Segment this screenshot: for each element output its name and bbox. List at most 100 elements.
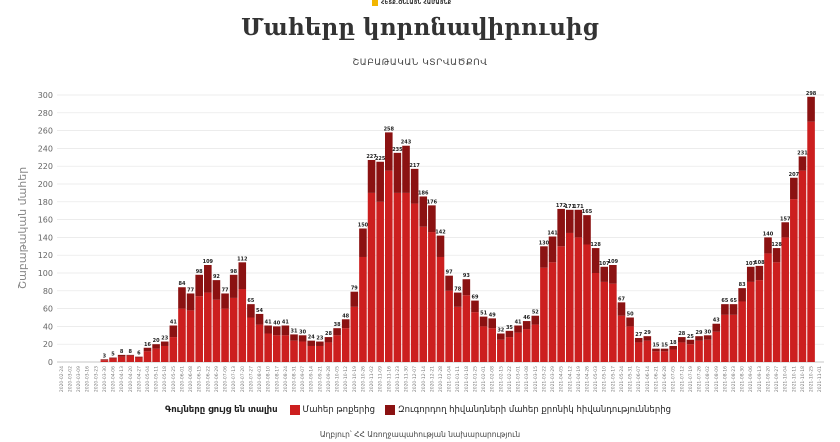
bar-lung-segment[interactable] bbox=[281, 335, 290, 362]
bar-lung-segment[interactable] bbox=[238, 289, 247, 362]
bar-chronic-segment[interactable] bbox=[436, 235, 445, 257]
bar-lung-segment[interactable] bbox=[531, 324, 540, 362]
bar-chronic-segment[interactable] bbox=[419, 196, 428, 227]
bar-lung-segment[interactable] bbox=[109, 358, 117, 362]
bar-lung-segment[interactable] bbox=[100, 360, 109, 362]
bar-lung-segment[interactable] bbox=[376, 201, 384, 362]
legend-item-lung[interactable]: Մահեր թոքերից bbox=[289, 405, 375, 415]
bar-lung-segment[interactable] bbox=[703, 339, 712, 362]
bar-chronic-segment[interactable] bbox=[385, 132, 393, 171]
bar-lung-segment[interactable] bbox=[522, 329, 531, 362]
bar-chronic-segment[interactable] bbox=[255, 313, 264, 325]
bar-chronic-segment[interactable] bbox=[798, 156, 807, 171]
bar-lung-segment[interactable] bbox=[307, 345, 316, 362]
bar-chronic-segment[interactable] bbox=[169, 325, 178, 338]
bar-chronic-segment[interactable] bbox=[729, 304, 738, 315]
bar-chronic-segment[interactable] bbox=[316, 341, 324, 346]
bar-lung-segment[interactable] bbox=[790, 199, 798, 362]
bar-lung-segment[interactable] bbox=[419, 226, 428, 362]
bar-lung-segment[interactable] bbox=[729, 314, 738, 362]
bar-lung-segment[interactable] bbox=[600, 281, 609, 362]
bar-lung-segment[interactable] bbox=[453, 306, 462, 362]
bar-chronic-segment[interactable] bbox=[393, 152, 402, 193]
bar-chronic-segment[interactable] bbox=[479, 316, 488, 327]
bar-chronic-segment[interactable] bbox=[402, 145, 410, 193]
bar-lung-segment[interactable] bbox=[798, 170, 807, 362]
bar-chronic-segment[interactable] bbox=[212, 280, 221, 300]
bar-chronic-segment[interactable] bbox=[126, 354, 135, 356]
bar-lung-segment[interactable] bbox=[669, 349, 677, 362]
bar-lung-segment[interactable] bbox=[755, 280, 764, 362]
bar-chronic-segment[interactable] bbox=[428, 205, 436, 233]
bar-lung-segment[interactable] bbox=[445, 290, 453, 362]
bar-lung-segment[interactable] bbox=[626, 326, 634, 362]
bar-chronic-segment[interactable] bbox=[712, 323, 721, 332]
bar-chronic-segment[interactable] bbox=[548, 236, 557, 263]
bar-lung-segment[interactable] bbox=[781, 237, 790, 362]
bar-chronic-segment[interactable] bbox=[290, 334, 298, 341]
bar-lung-segment[interactable] bbox=[772, 262, 781, 362]
bar-chronic-segment[interactable] bbox=[324, 337, 333, 343]
bar-chronic-segment[interactable] bbox=[609, 264, 617, 284]
bar-chronic-segment[interactable] bbox=[497, 333, 505, 340]
bar-chronic-segment[interactable] bbox=[746, 266, 755, 282]
bar-chronic-segment[interactable] bbox=[583, 215, 591, 245]
bar-chronic-segment[interactable] bbox=[109, 357, 117, 359]
bar-chronic-segment[interactable] bbox=[298, 335, 307, 342]
bar-chronic-segment[interactable] bbox=[238, 262, 247, 290]
bar-lung-segment[interactable] bbox=[479, 326, 488, 362]
bar-lung-segment[interactable] bbox=[574, 237, 583, 362]
bar-chronic-segment[interactable] bbox=[634, 337, 643, 343]
bar-chronic-segment[interactable] bbox=[367, 159, 376, 193]
bar-lung-segment[interactable] bbox=[540, 267, 548, 362]
bar-lung-segment[interactable] bbox=[169, 337, 178, 362]
bar-lung-segment[interactable] bbox=[255, 324, 264, 362]
bar-chronic-segment[interactable] bbox=[505, 330, 514, 338]
bar-chronic-segment[interactable] bbox=[350, 291, 359, 307]
bar-chronic-segment[interactable] bbox=[522, 321, 531, 330]
bar-chronic-segment[interactable] bbox=[204, 264, 212, 293]
bar-chronic-segment[interactable] bbox=[721, 304, 729, 315]
bar-chronic-segment[interactable] bbox=[738, 288, 746, 302]
bar-chronic-segment[interactable] bbox=[600, 266, 609, 282]
bar-lung-segment[interactable] bbox=[497, 339, 505, 362]
bar-lung-segment[interactable] bbox=[591, 273, 600, 362]
bar-lung-segment[interactable] bbox=[721, 314, 729, 362]
bar-chronic-segment[interactable] bbox=[807, 96, 815, 122]
bar-chronic-segment[interactable] bbox=[178, 287, 186, 309]
bar-lung-segment[interactable] bbox=[221, 308, 229, 362]
bar-chronic-segment[interactable] bbox=[186, 293, 195, 311]
bar-lung-segment[interactable] bbox=[152, 348, 160, 362]
bar-lung-segment[interactable] bbox=[204, 292, 212, 362]
bar-lung-segment[interactable] bbox=[393, 192, 402, 362]
bar-lung-segment[interactable] bbox=[488, 328, 496, 362]
bar-lung-segment[interactable] bbox=[738, 301, 746, 362]
bar-chronic-segment[interactable] bbox=[669, 345, 677, 350]
bar-lung-segment[interactable] bbox=[428, 232, 436, 362]
bar-chronic-segment[interactable] bbox=[565, 209, 574, 233]
bar-chronic-segment[interactable] bbox=[514, 325, 522, 333]
bar-chronic-segment[interactable] bbox=[135, 356, 143, 358]
bar-lung-segment[interactable] bbox=[324, 342, 333, 362]
bar-chronic-segment[interactable] bbox=[264, 325, 272, 334]
bar-chronic-segment[interactable] bbox=[772, 248, 781, 263]
bar-chronic-segment[interactable] bbox=[488, 318, 496, 329]
bar-lung-segment[interactable] bbox=[514, 332, 522, 362]
bar-chronic-segment[interactable] bbox=[643, 336, 652, 341]
bar-lung-segment[interactable] bbox=[643, 340, 652, 362]
bar-lung-segment[interactable] bbox=[178, 308, 186, 362]
bar-lung-segment[interactable] bbox=[548, 262, 557, 362]
bar-chronic-segment[interactable] bbox=[117, 354, 126, 357]
bar-lung-segment[interactable] bbox=[195, 296, 203, 362]
bar-chronic-segment[interactable] bbox=[221, 293, 229, 309]
bar-lung-segment[interactable] bbox=[712, 331, 721, 362]
bar-lung-segment[interactable] bbox=[385, 170, 393, 362]
bar-chronic-segment[interactable] bbox=[195, 274, 203, 297]
bar-lung-segment[interactable] bbox=[557, 246, 565, 362]
bar-chronic-segment[interactable] bbox=[781, 222, 790, 238]
bar-chronic-segment[interactable] bbox=[445, 275, 453, 291]
bar-chronic-segment[interactable] bbox=[703, 335, 712, 340]
bar-lung-segment[interactable] bbox=[583, 244, 591, 362]
bar-lung-segment[interactable] bbox=[436, 256, 445, 362]
bar-chronic-segment[interactable] bbox=[764, 237, 772, 254]
